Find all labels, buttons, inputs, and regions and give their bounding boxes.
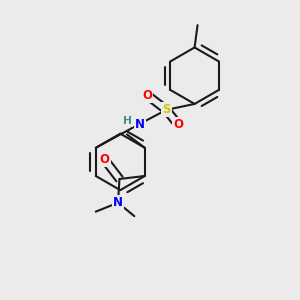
Text: O: O bbox=[142, 88, 152, 101]
Text: O: O bbox=[173, 118, 183, 131]
Text: S: S bbox=[162, 103, 171, 116]
Text: O: O bbox=[100, 153, 110, 166]
Text: H: H bbox=[123, 116, 132, 126]
Text: N: N bbox=[113, 196, 123, 209]
Text: N: N bbox=[135, 118, 145, 131]
